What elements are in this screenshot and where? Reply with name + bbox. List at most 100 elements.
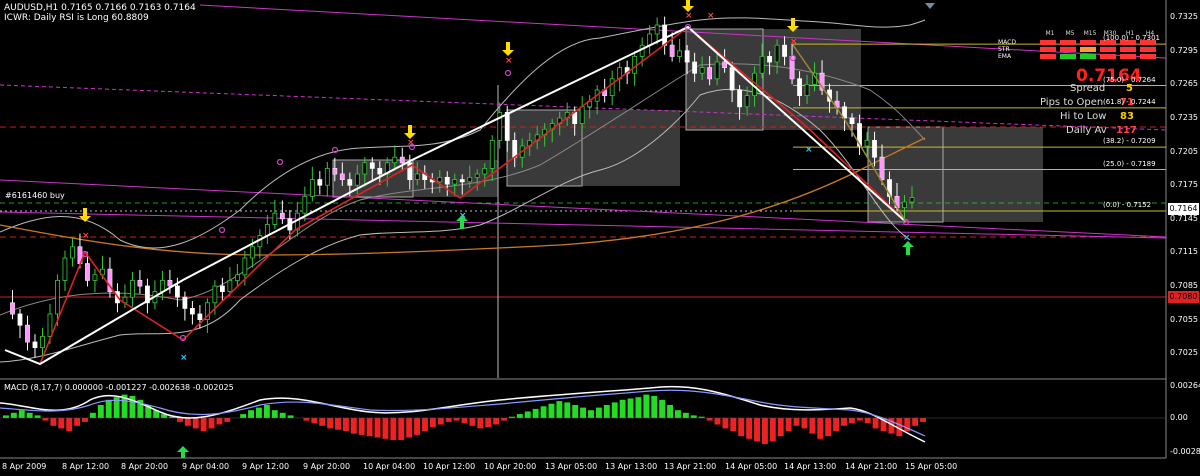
candle-body xyxy=(902,201,907,208)
candle-body xyxy=(249,246,255,259)
red-price-tag: 0.7080 xyxy=(1168,291,1199,303)
macd-bar xyxy=(912,418,919,426)
macd-bar xyxy=(777,418,784,437)
candle-body-highlight xyxy=(340,174,345,180)
macd-bar xyxy=(192,418,199,429)
candle-body xyxy=(497,112,503,141)
signal-cell xyxy=(1060,40,1076,45)
x-tick-label: 10 Apr 04:00 xyxy=(363,462,416,471)
macd-tick-label: 0.00264 xyxy=(1170,381,1200,390)
candle-body xyxy=(182,296,188,309)
macd-bar xyxy=(18,410,25,418)
macd-bar xyxy=(398,418,405,441)
macd-bar xyxy=(485,418,492,428)
svg-text:×: × xyxy=(407,138,415,148)
macd-bar xyxy=(690,415,697,418)
macd-bar xyxy=(366,418,373,437)
macd-bar xyxy=(548,403,555,418)
candle-body xyxy=(377,167,383,175)
x-tick-label: 9 Apr 04:00 xyxy=(182,462,230,471)
candle-body xyxy=(40,335,45,348)
candle-body xyxy=(512,139,518,158)
candle-body xyxy=(317,179,323,186)
signal-row: STR xyxy=(998,46,1168,53)
macd-bar xyxy=(342,418,349,431)
macd-bar xyxy=(643,394,650,418)
candle-body xyxy=(204,302,210,320)
macd-bar xyxy=(406,418,413,438)
svg-text:×: × xyxy=(685,11,693,21)
macd-bar xyxy=(279,412,286,418)
candle-body-highlight xyxy=(107,269,112,292)
macd-bar xyxy=(801,418,808,429)
signal-cell xyxy=(1100,47,1116,52)
timeframe-label: M30 xyxy=(1103,30,1117,37)
macd-bar xyxy=(113,397,120,418)
macd-bar xyxy=(698,416,705,418)
macd-bar xyxy=(896,418,903,437)
y-tick-label: 0.7205 xyxy=(1170,146,1198,156)
trade-label[interactable]: #6161460 buy xyxy=(5,191,65,200)
macd-bar xyxy=(248,410,254,418)
macd-bar xyxy=(706,418,713,421)
candle-body-highlight xyxy=(670,45,675,57)
macd-bar xyxy=(66,418,73,431)
macd-bar xyxy=(754,418,760,442)
symbol-line: AUDUSD,H1 0.7165 0.7166 0.7163 0.7164 xyxy=(4,3,196,13)
macd-bar xyxy=(856,418,863,421)
macd-bar xyxy=(532,408,539,418)
shift-marker-icon[interactable] xyxy=(925,3,935,9)
x-tick-label: 10 Apr 20:00 xyxy=(484,462,537,471)
candle-body xyxy=(887,179,892,197)
macd-bar xyxy=(200,418,207,431)
macd-bar xyxy=(42,418,49,421)
candle-body xyxy=(437,176,443,183)
macd-bar xyxy=(595,407,602,418)
macd-bar xyxy=(453,418,460,421)
x-tick-label: 8 Apr 12:00 xyxy=(62,462,110,471)
macd-bar xyxy=(445,418,452,422)
candle-body-highlight xyxy=(77,246,82,264)
candle-body xyxy=(684,50,690,63)
macd-bar xyxy=(603,405,610,418)
candle-body-highlight xyxy=(790,56,795,79)
macd-bar xyxy=(848,418,855,424)
macd-bar xyxy=(358,418,365,435)
signal-cell xyxy=(1140,40,1156,45)
macd-bar xyxy=(572,405,579,418)
candle-body-highlight xyxy=(167,280,172,286)
candle-body xyxy=(489,139,495,169)
candle-body-highlight xyxy=(880,157,885,180)
fib-label: (0.0) - 0.7152 xyxy=(1103,200,1152,209)
candle-body xyxy=(242,257,248,276)
macd-bar xyxy=(82,418,88,422)
macd-bar xyxy=(738,418,745,437)
macd-tick-label: -0.00289 xyxy=(1170,447,1200,456)
macd-bar xyxy=(817,418,824,439)
candle-body xyxy=(744,95,750,108)
fib-label: (25.0) - 0.7189 xyxy=(1103,159,1156,168)
candle-body xyxy=(699,67,705,74)
y-tick-label: 0.7025 xyxy=(1170,348,1198,358)
macd-bar xyxy=(651,395,658,418)
signal-cell xyxy=(1040,54,1056,59)
candle-body xyxy=(662,24,668,46)
macd-bar xyxy=(121,394,128,418)
macd-bar xyxy=(722,418,729,429)
svg-text:×: × xyxy=(82,231,90,241)
macd-bar xyxy=(224,418,231,422)
candle-body xyxy=(272,212,278,225)
chart-header: AUDUSD,H1 0.7165 0.7166 0.7163 0.7164 IC… xyxy=(4,3,196,23)
macd-bar xyxy=(105,399,112,418)
candle-body xyxy=(219,285,225,292)
candle-body xyxy=(482,167,488,175)
macd-bar xyxy=(516,414,523,418)
y-tick-label: 0.7235 xyxy=(1170,113,1198,122)
macd-bar xyxy=(461,418,468,424)
macd-bar xyxy=(904,418,911,431)
signal-cell xyxy=(1040,47,1056,52)
timeframe-header: M1 M5 M15 M30 H1 H4 xyxy=(1040,30,1160,37)
svg-text:×: × xyxy=(805,145,813,155)
candle-body xyxy=(70,246,75,259)
timeframe-label: M5 xyxy=(1065,30,1075,37)
